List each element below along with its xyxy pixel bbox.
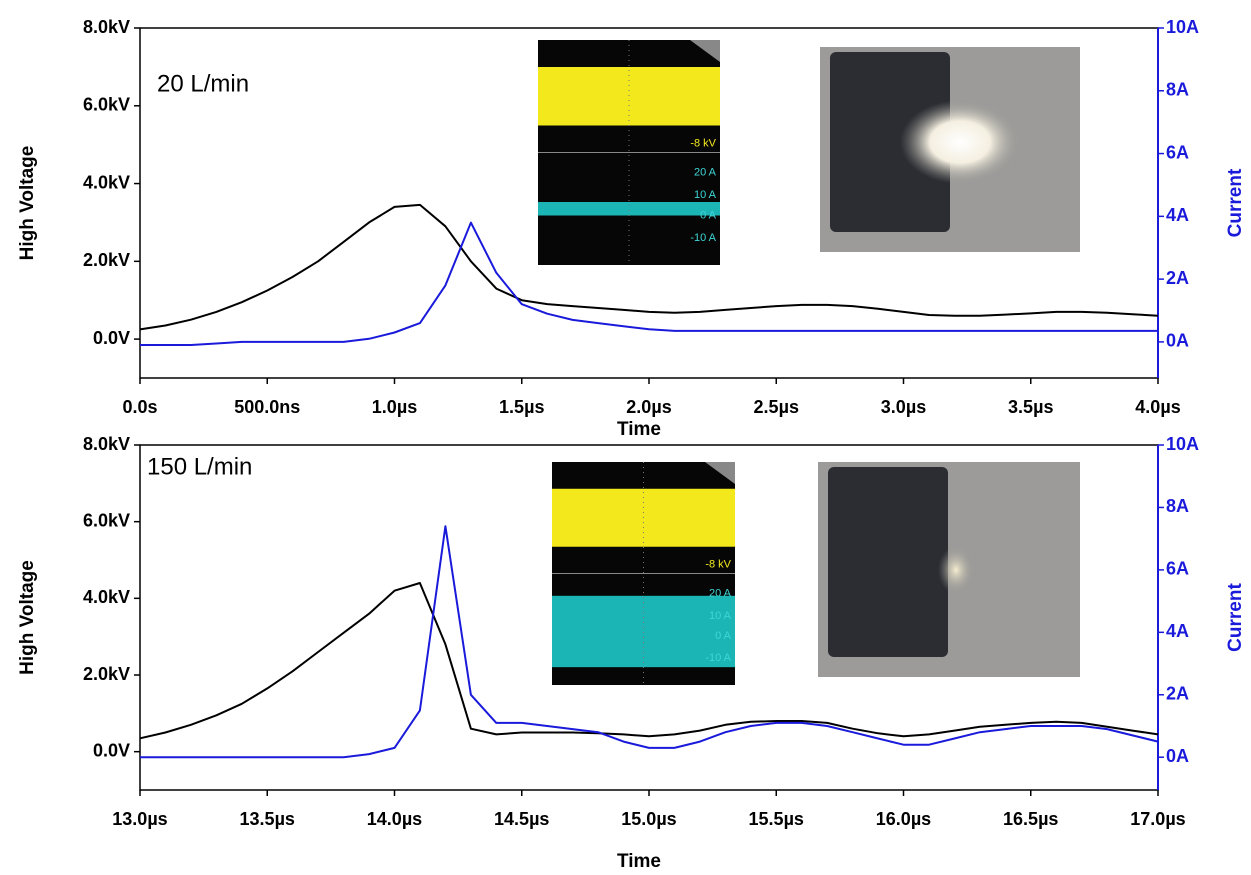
- x-axis-title: Time: [617, 419, 661, 440]
- y-tick-label: 4.0kV: [83, 172, 130, 192]
- scope-label: 10 A: [694, 189, 717, 201]
- y-tick-label: 2.0kV: [83, 250, 130, 270]
- scope-current-trace: [538, 202, 720, 216]
- scope-label: -4 kV: [690, 115, 716, 127]
- y-tick-label: 6.0kV: [83, 510, 130, 530]
- x-tick-label: 16.5µs: [1003, 809, 1058, 829]
- series-line: [139, 203, 1159, 331]
- y2-tick-label: 8A: [1166, 80, 1189, 100]
- scope-label: 20 A: [694, 167, 717, 179]
- scope-label: 4 kV: [694, 79, 717, 91]
- condition-label: 20 L/min: [157, 70, 249, 97]
- x-axis-title: Time: [617, 851, 661, 872]
- y2-tick-label: 8A: [1166, 496, 1189, 516]
- x-tick-label: 13.0µs: [112, 809, 167, 829]
- x-tick-label: 15.0µs: [621, 809, 676, 829]
- y2-tick-label: 10A: [1166, 17, 1199, 37]
- scope-label: -8 kV: [705, 558, 731, 570]
- scope-label: -10 A: [690, 232, 716, 244]
- x-tick-label: 17.0µs: [1130, 809, 1185, 829]
- scope-label: 10 A: [709, 610, 732, 622]
- x-tick-label: 1.5µs: [499, 397, 544, 417]
- x-tick-label: 16.0µs: [876, 809, 931, 829]
- series-line: [140, 525, 1159, 759]
- series-line: [140, 221, 1158, 346]
- electrode: [828, 467, 948, 657]
- y2-tick-label: 2A: [1166, 684, 1189, 704]
- x-tick-label: 3.5µs: [1008, 397, 1053, 417]
- y-tick-label: 8.0kV: [83, 17, 130, 37]
- x-tick-label: 0.0s: [122, 397, 157, 417]
- electrode: [830, 52, 950, 232]
- y2-axis-title: Current: [1225, 583, 1246, 652]
- x-tick-label: 14.0µs: [367, 809, 422, 829]
- scope-label: -4 kV: [705, 536, 731, 548]
- scope-corner: [705, 462, 735, 484]
- discharge-glow: [900, 100, 1020, 184]
- y-axis-title: High Voltage: [17, 146, 38, 261]
- discharge-glow: [938, 546, 974, 594]
- y-tick-label: 8.0kV: [83, 434, 130, 454]
- y2-tick-label: 4A: [1166, 621, 1189, 641]
- x-tick-label: 13.5µs: [240, 809, 295, 829]
- x-tick-label: 15.5µs: [749, 809, 804, 829]
- y2-tick-label: 10A: [1166, 434, 1199, 454]
- x-tick-label: 4.0µs: [1135, 397, 1180, 417]
- scope-label: -8 kV: [690, 137, 716, 149]
- scope-label: -10 A: [705, 652, 731, 664]
- y-tick-label: 0.0V: [93, 328, 130, 348]
- x-tick-label: 500.0ns: [234, 397, 300, 417]
- y2-tick-label: 4A: [1166, 205, 1189, 225]
- x-tick-label: 2.0µs: [626, 397, 671, 417]
- x-tick-label: 3.0µs: [881, 397, 926, 417]
- y2-tick-label: 2A: [1166, 268, 1189, 288]
- y2-tick-label: 0A: [1166, 746, 1189, 766]
- y2-axis-title: Current: [1225, 168, 1246, 237]
- y-tick-label: 0.0V: [93, 740, 130, 760]
- y2-tick-label: 6A: [1166, 142, 1189, 162]
- scope-label: 20 A: [709, 587, 732, 599]
- y-axis-title: High Voltage: [17, 560, 38, 675]
- y-tick-label: 4.0kV: [83, 587, 130, 607]
- scope-label: 0 A: [700, 209, 717, 221]
- scope-corner: [690, 40, 720, 62]
- x-tick-label: 14.5µs: [494, 809, 549, 829]
- scope-label: 4 kV: [709, 501, 732, 513]
- condition-label: 150 L/min: [147, 453, 252, 480]
- y2-tick-label: 0A: [1166, 331, 1189, 351]
- x-tick-label: 2.5µs: [754, 397, 799, 417]
- y2-tick-label: 6A: [1166, 559, 1189, 579]
- series-line: [139, 582, 1159, 740]
- y-tick-label: 6.0kV: [83, 95, 130, 115]
- scope-label: 0 A: [715, 630, 732, 642]
- y-tick-label: 2.0kV: [83, 664, 130, 684]
- x-tick-label: 1.0µs: [372, 397, 417, 417]
